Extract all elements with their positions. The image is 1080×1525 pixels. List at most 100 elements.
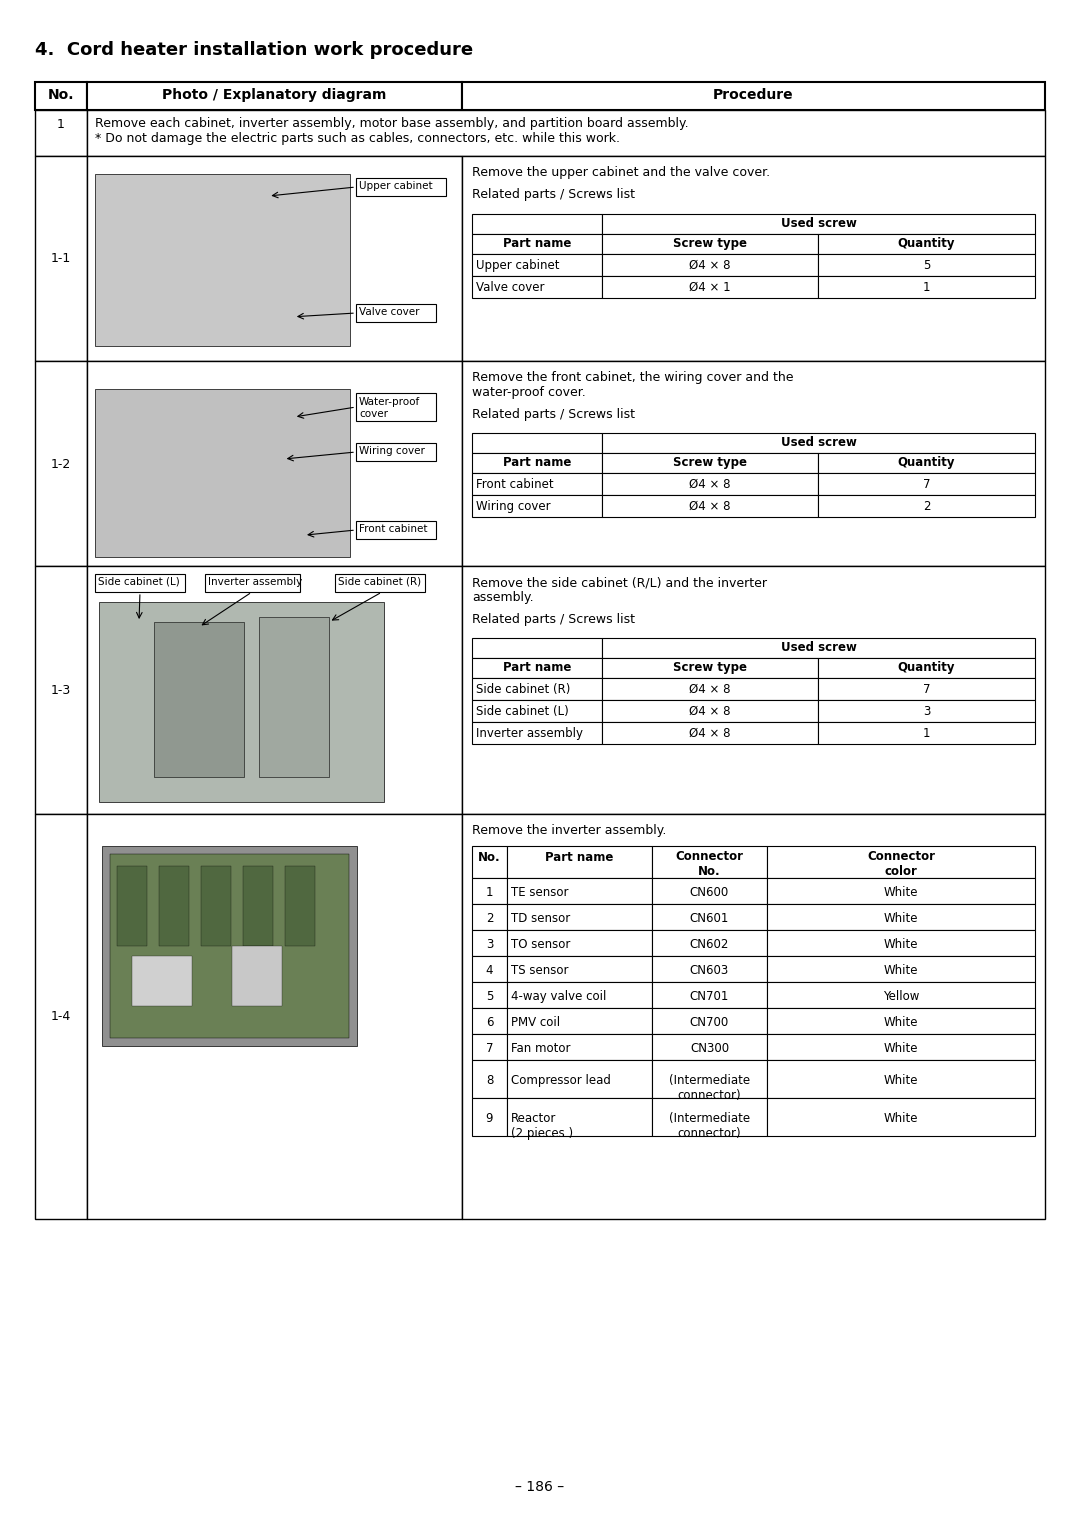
Text: 1-4: 1-4 (51, 1011, 71, 1023)
Text: Reactor
(2 pieces.): Reactor (2 pieces.) (511, 1112, 573, 1139)
Bar (87, 156, 462, 361)
Text: (Intermediate
connector): (Intermediate connector) (669, 1112, 751, 1139)
Text: Upper cabinet: Upper cabinet (359, 181, 433, 191)
Bar (243, 866, 273, 946)
Bar (462, 814, 1045, 1218)
Text: 4: 4 (486, 964, 494, 978)
Bar (99, 602, 384, 802)
Text: Screw type: Screw type (673, 456, 747, 470)
Bar (602, 657, 818, 679)
Bar (652, 1098, 767, 1136)
Bar (602, 214, 1035, 233)
Text: No.: No. (478, 851, 501, 865)
Text: Quantity: Quantity (897, 660, 955, 674)
Bar (767, 846, 1035, 878)
Text: Ø4 × 8: Ø4 × 8 (689, 727, 731, 740)
Text: Remove the upper cabinet and the valve cover.: Remove the upper cabinet and the valve c… (472, 166, 770, 178)
Bar (87, 566, 462, 814)
Bar (87, 82, 462, 110)
Bar (87, 814, 462, 1218)
Text: 9: 9 (486, 1112, 494, 1125)
Bar (259, 618, 329, 778)
Text: 2: 2 (486, 912, 494, 926)
Text: White: White (883, 1042, 918, 1055)
Text: water-proof cover.: water-proof cover. (472, 386, 585, 400)
Bar (767, 930, 1035, 956)
Bar (602, 276, 818, 297)
Bar (205, 573, 300, 592)
Text: Wiring cover: Wiring cover (476, 500, 551, 512)
Text: Side cabinet (L): Side cabinet (L) (476, 705, 569, 718)
Text: CN602: CN602 (690, 938, 729, 952)
Bar (472, 276, 602, 297)
Bar (507, 956, 652, 982)
Text: (Intermediate
connector): (Intermediate connector) (669, 1074, 751, 1101)
Bar (356, 522, 436, 538)
Bar (35, 361, 87, 566)
Text: Side cabinet (R): Side cabinet (R) (476, 683, 570, 695)
Bar (95, 573, 185, 592)
Bar (35, 566, 87, 814)
Text: Used screw: Used screw (781, 436, 856, 448)
Text: Part name: Part name (503, 456, 571, 470)
Bar (472, 878, 507, 904)
Text: Inverter assembly: Inverter assembly (476, 727, 583, 740)
Bar (767, 1098, 1035, 1136)
Text: Connector
No.: Connector No. (675, 849, 743, 878)
Text: Ø4 × 8: Ø4 × 8 (689, 705, 731, 718)
Bar (132, 956, 192, 1006)
Bar (95, 174, 350, 346)
Bar (87, 110, 1045, 156)
Bar (652, 956, 767, 982)
Text: CN700: CN700 (690, 1016, 729, 1029)
Text: PMV coil: PMV coil (511, 1016, 561, 1029)
Bar (159, 866, 189, 946)
Bar (507, 1008, 652, 1034)
Text: Related parts / Screws list: Related parts / Screws list (472, 613, 635, 625)
Bar (117, 866, 147, 946)
Text: 1: 1 (486, 886, 494, 900)
Bar (87, 361, 462, 566)
Text: Used screw: Used screw (781, 217, 856, 230)
Text: Screw type: Screw type (673, 660, 747, 674)
Bar (652, 1060, 767, 1098)
Bar (652, 930, 767, 956)
Text: White: White (883, 1016, 918, 1029)
Text: White: White (883, 912, 918, 926)
Text: Ø4 × 8: Ø4 × 8 (689, 683, 731, 695)
Bar (602, 255, 818, 276)
Bar (472, 930, 507, 956)
Bar (356, 393, 436, 421)
Bar (767, 878, 1035, 904)
Text: CN603: CN603 (690, 964, 729, 978)
Text: – 186 –: – 186 – (515, 1479, 565, 1494)
Text: Front cabinet: Front cabinet (476, 477, 554, 491)
Text: Ø4 × 8: Ø4 × 8 (689, 259, 731, 271)
Text: 5: 5 (486, 990, 494, 1003)
Bar (472, 1034, 507, 1060)
Text: Quantity: Quantity (897, 456, 955, 470)
Bar (462, 82, 1045, 110)
Bar (285, 866, 315, 946)
Text: White: White (883, 1112, 918, 1125)
Text: 1-2: 1-2 (51, 458, 71, 471)
Bar (602, 433, 1035, 453)
Bar (154, 622, 244, 778)
Text: 3: 3 (486, 938, 494, 952)
Bar (602, 233, 818, 255)
Bar (818, 679, 1035, 700)
Bar (472, 473, 602, 496)
Bar (602, 637, 1035, 657)
Bar (472, 1060, 507, 1098)
Text: White: White (883, 886, 918, 900)
Text: Ø4 × 1: Ø4 × 1 (689, 281, 731, 294)
Text: TD sensor: TD sensor (511, 912, 570, 926)
Text: 7: 7 (486, 1042, 494, 1055)
Text: CN300: CN300 (690, 1042, 729, 1055)
Text: Connector
color: Connector color (867, 849, 935, 878)
Bar (602, 679, 818, 700)
Text: White: White (883, 938, 918, 952)
Text: 1-1: 1-1 (51, 253, 71, 265)
Bar (472, 637, 602, 657)
Text: Remove the inverter assembly.: Remove the inverter assembly. (472, 824, 666, 837)
